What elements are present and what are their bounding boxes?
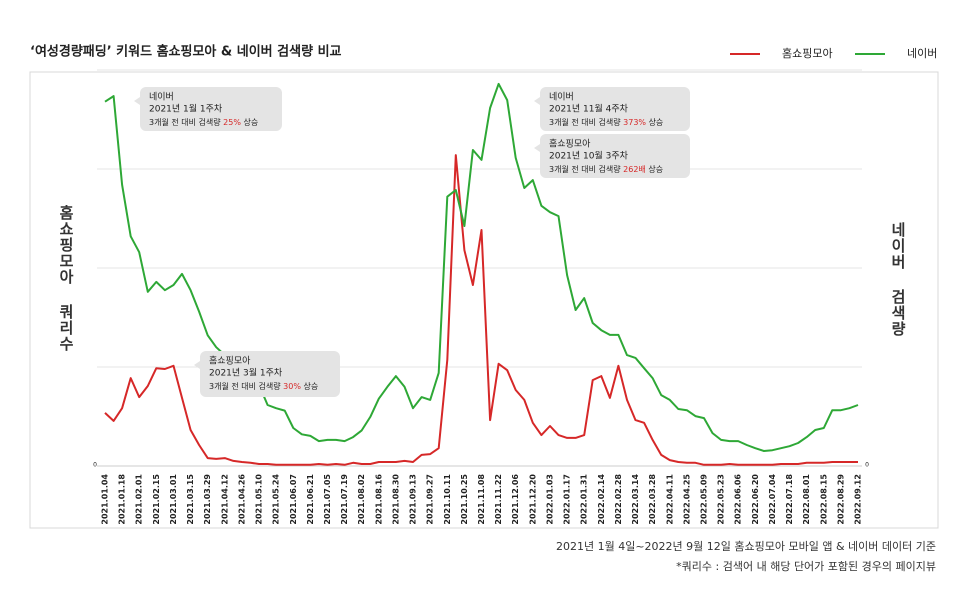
x-tick-label: 2022.02.14	[597, 474, 606, 525]
y2-tick-label: 0	[865, 462, 869, 469]
x-tick-label: 2022.08.29	[836, 474, 845, 525]
callout-period: 2021년 10월 3주차	[549, 150, 629, 162]
callout-text-part: 상승	[301, 381, 318, 391]
x-tick-label: 2021.09.27	[426, 474, 435, 525]
x-tick-label: 2022.07.18	[785, 474, 794, 525]
chart-frame	[29, 71, 939, 529]
x-tick-label: 2021.03.29	[203, 474, 212, 525]
x-tick-label: 2021.03.01	[169, 474, 178, 525]
callout-text-part: 3개월 전 대비 검색량	[149, 117, 223, 127]
callout-pointer	[534, 97, 540, 105]
x-tick-label: 2021.10.11	[443, 474, 452, 525]
callout-highlight: 30%	[283, 382, 301, 391]
x-tick-label: 2021.01.18	[118, 474, 127, 525]
x-tick-label: 2021.06.21	[306, 474, 315, 525]
chart-title: ‘여성경량패딩’ 키워드 홈쇼핑모아 & 네이버 검색량 비교	[30, 44, 342, 60]
x-tick-label: 2022.01.03	[545, 474, 554, 525]
callout-text: 3개월 전 대비 검색량 373% 상승	[549, 117, 663, 127]
x-tick-label: 2021.11.08	[477, 474, 486, 525]
callout-text-part: 3개월 전 대비 검색량	[549, 117, 623, 127]
y-axis-label: 홈쇼핑모아 쿼리수	[57, 205, 75, 352]
x-tick-label: 2021.09.13	[409, 474, 418, 525]
callout-pointer	[534, 144, 540, 152]
y-tick-label: 0	[93, 462, 97, 469]
x-tick-label: 2022.04.11	[665, 474, 674, 525]
x-tick-label: 2021.07.05	[323, 474, 332, 525]
callout-period: 2021년 11월 4주차	[549, 103, 629, 115]
x-tick-label: 2021.05.10	[255, 474, 264, 525]
callout-period: 2021년 3월 1주차	[209, 367, 283, 379]
x-tick-label: 2022.07.04	[768, 474, 777, 525]
x-tick-label: 2022.03.28	[648, 474, 657, 525]
x-tick-label: 2022.08.01	[802, 474, 811, 525]
callout-series: 홈쇼핑모아	[209, 355, 251, 367]
x-tick-label: 2021.08.02	[357, 474, 366, 525]
x-tick-label: 2021.07.19	[340, 474, 349, 525]
x-tick-label: 2021.11.22	[494, 474, 503, 525]
x-tick-label: 2022.06.20	[751, 474, 760, 525]
callout-highlight: 25%	[223, 118, 241, 127]
callout-highlight: 262배	[623, 165, 646, 174]
x-tick-label: 2021.02.01	[135, 474, 144, 525]
y2-axis-label: 네이버 검색량	[889, 222, 907, 337]
x-tick-label: 2021.03.15	[186, 474, 195, 525]
callout-series: 네이버	[149, 92, 174, 103]
callout-text-part: 상승	[241, 117, 258, 127]
callout-highlight: 373%	[623, 118, 646, 127]
x-tick-label: 2021.08.16	[374, 474, 383, 525]
x-tick-label: 2022.09.12	[854, 474, 863, 525]
x-tick-label: 2022.01.17	[563, 474, 572, 525]
note: *쿼리수 : 검색어 내 해당 단어가 포함된 경우의 페이지뷰	[676, 560, 936, 573]
x-tick-label: 2021.04.26	[237, 474, 246, 525]
callout-text-part: 3개월 전 대비 검색량	[549, 164, 623, 174]
callout-series: 홈쇼핑모아	[549, 138, 591, 150]
x-tick-label: 2022.06.06	[734, 474, 743, 525]
x-tick-label: 2021.08.30	[391, 474, 400, 525]
callout-box	[540, 134, 690, 178]
x-tick-label: 2022.01.31	[580, 474, 589, 525]
x-tick-label: 2021.12.06	[511, 474, 520, 525]
x-tick-label: 2021.10.25	[460, 474, 469, 525]
callout-text-part: 상승	[646, 117, 663, 127]
x-tick-label: 2022.03.14	[631, 474, 640, 525]
callout-pointer	[134, 97, 140, 105]
callout-text-part: 3개월 전 대비 검색량	[209, 381, 283, 391]
callout-series: 네이버	[549, 92, 574, 103]
x-tick-label: 2021.04.12	[220, 474, 229, 525]
callout-text: 3개월 전 대비 검색량 262배 상승	[549, 164, 663, 174]
callout-text: 3개월 전 대비 검색량 25% 상승	[149, 117, 258, 127]
x-tick-label: 2021.01.04	[101, 474, 110, 525]
x-tick-label: 2022.05.09	[699, 474, 708, 525]
callout-text: 3개월 전 대비 검색량 30% 상승	[209, 381, 318, 391]
x-tick-label: 2021.12.20	[528, 474, 537, 525]
note: 2021년 1월 4일~2022년 9월 12일 홈쇼핑모아 모바일 앱 & 네…	[556, 540, 936, 553]
x-tick-label: 2022.02.28	[614, 474, 623, 525]
callout-pointer	[194, 361, 200, 369]
callout-text-part: 상승	[646, 164, 663, 174]
callout-box	[540, 87, 690, 131]
legend-label: 홈쇼핑모아	[782, 46, 833, 60]
callout-box	[200, 351, 340, 397]
x-tick-label: 2021.05.24	[272, 474, 281, 525]
legend-label: 네이버	[907, 47, 937, 60]
x-tick-label: 2021.02.15	[152, 474, 161, 525]
series-line	[104, 154, 858, 466]
x-tick-label: 2022.08.15	[819, 474, 828, 525]
callout-period: 2021년 1월 1주차	[149, 103, 223, 115]
x-tick-label: 2022.05.23	[717, 474, 726, 525]
x-tick-label: 2022.04.25	[682, 474, 691, 525]
x-tick-label: 2021.06.07	[289, 474, 298, 525]
callout-box	[140, 87, 282, 131]
